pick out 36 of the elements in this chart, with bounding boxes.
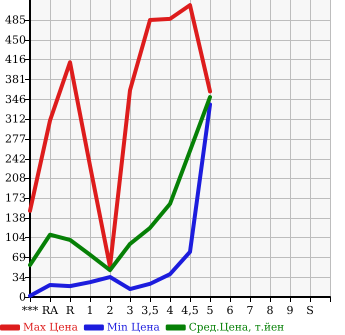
y-tick-label: 485 bbox=[5, 13, 26, 26]
y-tick-label: 0 bbox=[19, 290, 26, 304]
x-tick-label: 9 bbox=[286, 304, 294, 317]
legend-label: Сред.Цена, т.йен bbox=[188, 322, 284, 334]
x-tick-label: 2 bbox=[106, 304, 114, 317]
x-tick-label: S bbox=[306, 304, 314, 317]
x-tick-label: 1 bbox=[86, 304, 94, 317]
y-tick-label: 34 bbox=[12, 271, 26, 284]
x-tick-label: 4,5 bbox=[181, 304, 199, 317]
line-series bbox=[28, 95, 212, 272]
x-tick-label: 3,5 bbox=[141, 304, 159, 317]
x-tick-label: 5 bbox=[206, 304, 214, 317]
x-tick-label: *** bbox=[22, 304, 39, 317]
y-tick-label: 173 bbox=[5, 192, 26, 205]
y-tick-label: 346 bbox=[5, 92, 26, 106]
y-tick-label: 242 bbox=[5, 152, 26, 166]
line-series bbox=[28, 102, 212, 298]
legend-label: Max Цена bbox=[23, 322, 78, 334]
y-tick-label: 312 bbox=[5, 112, 26, 126]
legend-label: Min Цена bbox=[106, 322, 160, 334]
y-tick-label: 381 bbox=[5, 72, 26, 86]
y-tick-label: 416 bbox=[5, 52, 26, 66]
x-tick-label: 3 bbox=[126, 304, 134, 317]
x-tick-label: 8 bbox=[266, 304, 274, 317]
y-tick-label: 450 bbox=[5, 33, 26, 46]
y-tick-label: 104 bbox=[5, 231, 26, 244]
line-series bbox=[28, 3, 212, 269]
x-tick-label: 4 bbox=[166, 304, 174, 317]
x-tick-label: 7 bbox=[246, 304, 254, 317]
y-tick-label: 69 bbox=[12, 251, 26, 264]
x-tick-label: R bbox=[66, 304, 75, 317]
y-tick-label: 277 bbox=[5, 132, 26, 146]
y-tick-label: 208 bbox=[5, 172, 26, 185]
x-tick-label: RA bbox=[42, 304, 60, 317]
x-tick-label: 6 bbox=[226, 304, 234, 317]
y-tick-label: 138 bbox=[5, 212, 26, 225]
